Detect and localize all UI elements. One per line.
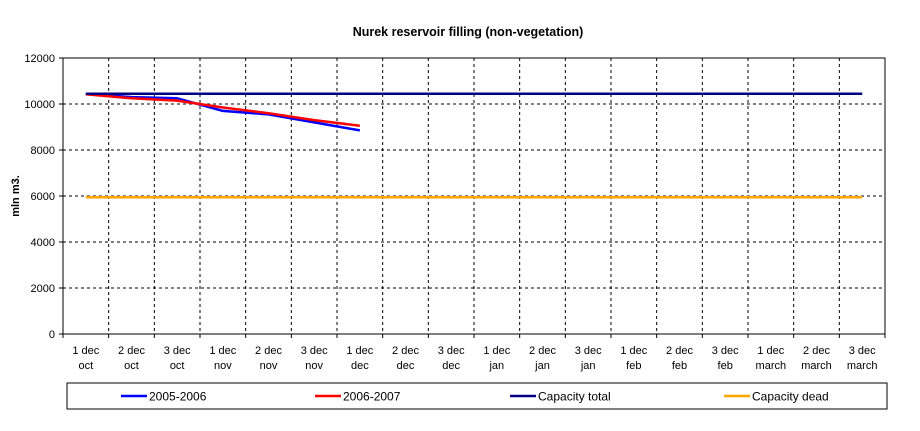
y-axis-label: mln m3. — [10, 175, 22, 217]
x-tick-label: jan — [580, 360, 596, 372]
x-tick-label: 2 dec — [118, 345, 145, 357]
x-tick-label: 3 dec — [301, 345, 328, 357]
x-tick-label: 3 dec — [438, 345, 465, 357]
y-tick-label: 2000 — [31, 283, 55, 295]
series-lines — [85, 92, 863, 199]
y-tick-label: 12000 — [24, 53, 55, 65]
series-line-2005-2006 — [85, 92, 361, 132]
x-tick-label: oct — [170, 360, 185, 372]
x-tick-label: 1 dec — [483, 345, 510, 357]
x-tick-label: oct — [78, 360, 93, 372]
x-tick-label: 3 dec — [164, 345, 191, 357]
y-tick-label: 6000 — [31, 191, 55, 203]
x-tick-label: 1 dec — [346, 345, 373, 357]
x-tick-label: feb — [718, 360, 733, 372]
x-tick-label: dec — [442, 360, 460, 372]
legend-label: Capacity dead — [752, 390, 829, 404]
x-tick-label: 3 dec — [712, 345, 739, 357]
legend-label: 2005-2006 — [149, 390, 207, 404]
x-tick-label: 2 dec — [255, 345, 282, 357]
legend-label: Capacity total — [538, 390, 611, 404]
x-tick-label: 3 dec — [849, 345, 876, 357]
x-tick-label: 1 dec — [72, 345, 99, 357]
y-tick-label: 10000 — [24, 99, 55, 111]
x-tick-label: march — [801, 360, 832, 372]
x-tick-label: feb — [672, 360, 687, 372]
legend-box — [66, 382, 888, 410]
x-tick-label: 1 dec — [209, 345, 236, 357]
y-tick-label: 8000 — [31, 145, 55, 157]
x-tick-label: march — [847, 360, 878, 372]
x-tick-label: 1 dec — [620, 345, 647, 357]
axis-ticks: 0 2000 4000 6000 8000 10000 12000 1 dec oct 2 dec… — [24, 53, 886, 372]
x-tick-label: 2 dec — [666, 345, 693, 357]
x-tick-label: nov — [214, 360, 232, 372]
legend: 2005-2006 2006-2007 Capacity total Capacity… — [66, 382, 888, 410]
chart-title: Nurek reservoir filling (non-vegetation) — [353, 25, 584, 39]
x-tick-label: jan — [488, 360, 504, 372]
x-tick-label: 2 dec — [803, 345, 830, 357]
series-line-2006-2007 — [85, 93, 360, 128]
x-tick-label: 3 dec — [575, 345, 602, 357]
x-tick-label: jan — [534, 360, 550, 372]
x-tick-label: nov — [260, 360, 278, 372]
y-tick-label: 0 — [49, 329, 55, 341]
x-tick-label: nov — [305, 360, 323, 372]
legend-label: 2006-2007 — [343, 390, 401, 404]
x-tick-label: dec — [397, 360, 415, 372]
x-tick-label: 2 dec — [392, 345, 419, 357]
x-tick-label: 1 dec — [757, 345, 784, 357]
x-tick-label: dec — [351, 360, 369, 372]
x-tick-label: oct — [124, 360, 139, 372]
y-tick-label: 4000 — [31, 237, 55, 249]
x-tick-label: feb — [626, 360, 641, 372]
x-tick-label: march — [756, 360, 787, 372]
x-tick-label: 2 dec — [529, 345, 556, 357]
